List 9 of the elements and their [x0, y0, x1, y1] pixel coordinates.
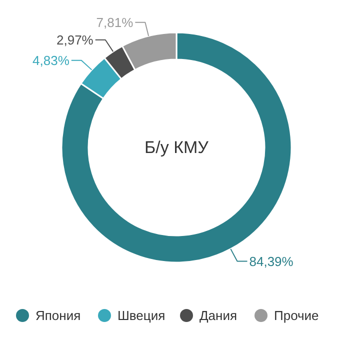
text: Б/у КМУ: [144, 138, 209, 157]
data-label: 2,97%: [56, 32, 94, 48]
data-label: 84,39%: [249, 254, 294, 269]
legend-label: Япония: [36, 308, 81, 323]
legend-label: Прочие: [274, 308, 319, 323]
data-label: 4,83%: [32, 52, 70, 68]
legend-label: Дания: [200, 308, 238, 323]
legend-label: Швеция: [118, 308, 166, 323]
data-label: 7,81%: [96, 14, 134, 30]
